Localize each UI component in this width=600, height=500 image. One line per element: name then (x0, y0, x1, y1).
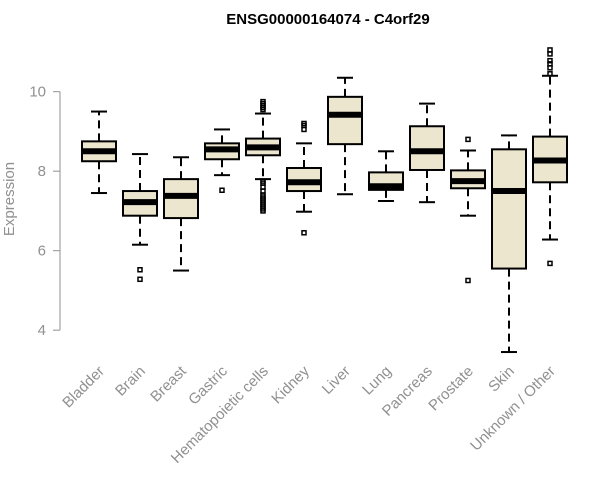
box-iqr (491, 148, 527, 270)
x-tick-label: Bladder (59, 363, 108, 412)
x-tick-label: Kidney (268, 362, 313, 407)
outlier-point (137, 267, 143, 273)
outlier-point (301, 230, 307, 236)
x-tick-label: Liver (319, 363, 354, 398)
box-group (409, 102, 445, 204)
box-group (491, 134, 527, 354)
y-tick-label: 10 (29, 84, 46, 101)
x-tick-label: Skin (485, 363, 518, 396)
x-tick-label: Breast (147, 362, 190, 405)
x-tick-label: Brain (112, 363, 149, 400)
y-axis: 4 6 8 10 (29, 84, 61, 339)
x-tick-label: Prostate (425, 363, 477, 415)
box-iqr (327, 95, 363, 146)
box-group (368, 150, 404, 202)
box-group (81, 110, 117, 195)
box-group (286, 120, 322, 236)
outlier-point (547, 71, 553, 77)
box-group (450, 136, 486, 284)
y-tick-label: 4 (38, 322, 46, 339)
box-group (122, 153, 158, 283)
outlier-point (547, 47, 553, 53)
box-group (245, 98, 281, 214)
outlier-point (465, 277, 471, 284)
y-tick-label: 8 (38, 163, 46, 180)
outlier-point (219, 187, 225, 194)
box-iqr (409, 125, 445, 171)
box-group (204, 128, 240, 194)
outlier-point (260, 178, 266, 184)
outlier-point (301, 120, 307, 127)
outlier-point (260, 98, 266, 105)
y-tick-label: 6 (38, 243, 46, 260)
box-group (163, 156, 199, 272)
boxes-layer (81, 47, 568, 354)
chart-title: ENSG00000164074 - C4orf29 (226, 11, 429, 28)
y-axis-label: Expression (1, 162, 18, 236)
x-tick-label: Lung (359, 363, 395, 399)
box-group (327, 76, 363, 196)
outlier-point (547, 61, 553, 67)
outlier-point (547, 57, 553, 64)
outlier-point (137, 276, 143, 283)
box-group (532, 47, 568, 267)
outlier-point (547, 260, 553, 267)
outlier-point (465, 136, 471, 143)
